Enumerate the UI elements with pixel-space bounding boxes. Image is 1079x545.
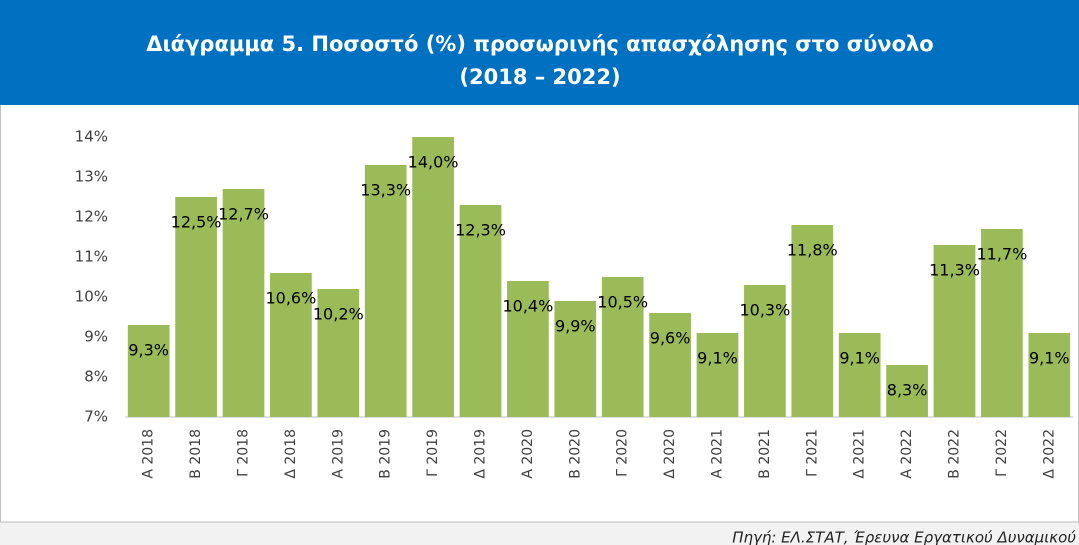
y-tick-label: 10% xyxy=(75,288,108,306)
data-label: 14,0% xyxy=(408,153,459,172)
bar xyxy=(696,333,739,417)
x-tick-label: Γ 2019 xyxy=(425,429,441,477)
data-label: 12,3% xyxy=(455,221,506,240)
y-tick-label: 7% xyxy=(84,408,108,426)
x-tick-label: Δ 2022 xyxy=(1041,429,1057,479)
x-tick-label: Γ 2018 xyxy=(236,429,252,477)
chart-title: Διάγραμμα 5. Ποσοστό (%) προσωρινής απασ… xyxy=(146,32,933,56)
chart-title: (2018 – 2022) xyxy=(459,65,620,89)
x-tick-label: Α 2020 xyxy=(520,429,536,479)
footer xyxy=(0,522,1079,545)
x-tick-label: Γ 2022 xyxy=(994,429,1010,477)
bar xyxy=(554,301,597,417)
data-label: 10,2% xyxy=(313,305,364,324)
data-label: 11,3% xyxy=(929,261,980,280)
x-tick-label: Δ 2021 xyxy=(852,429,868,479)
x-tick-label: Δ 2020 xyxy=(662,429,678,479)
data-label: 9,1% xyxy=(839,349,880,368)
data-label: 9,6% xyxy=(650,329,691,348)
bar xyxy=(459,205,502,417)
data-label: 10,6% xyxy=(265,289,316,308)
bar xyxy=(364,165,407,417)
bar xyxy=(507,281,549,417)
y-tick-label: 9% xyxy=(84,328,108,346)
y-tick-label: 13% xyxy=(75,168,108,186)
y-tick-label: 11% xyxy=(75,248,108,266)
data-label: 10,5% xyxy=(597,293,648,312)
data-label: 9,3% xyxy=(128,341,169,360)
y-tick-label: 14% xyxy=(75,128,108,146)
x-tick-label: Α 2022 xyxy=(899,429,915,479)
data-label: 10,4% xyxy=(502,297,553,316)
bar xyxy=(886,365,928,417)
data-label: 11,7% xyxy=(976,245,1027,264)
bar xyxy=(222,189,265,417)
bar xyxy=(601,277,644,417)
title-bar xyxy=(0,0,1079,105)
data-label: 8,3% xyxy=(887,381,928,400)
data-label: 12,7% xyxy=(218,205,269,224)
x-tick-label: Β 2019 xyxy=(378,429,394,479)
x-tick-label: Α 2019 xyxy=(330,429,346,479)
bar xyxy=(270,273,312,417)
x-tick-label: Γ 2021 xyxy=(804,429,820,477)
x-tick-label: Α 2021 xyxy=(710,429,726,479)
x-tick-label: Δ 2018 xyxy=(283,429,299,479)
bar xyxy=(1028,333,1071,417)
bar xyxy=(412,137,454,417)
x-tick-label: Γ 2020 xyxy=(615,429,631,477)
bar xyxy=(744,285,786,417)
data-label: 13,3% xyxy=(360,181,411,200)
x-tick-label: Β 2022 xyxy=(947,429,963,479)
y-tick-label: 8% xyxy=(84,368,108,386)
data-label: 10,3% xyxy=(739,301,790,320)
x-tick-label: Β 2020 xyxy=(567,429,583,479)
bar xyxy=(317,289,360,417)
bar xyxy=(127,325,170,417)
bar xyxy=(838,333,881,417)
bar xyxy=(175,197,217,417)
x-tick-label: Β 2021 xyxy=(757,429,773,479)
data-label: 9,9% xyxy=(555,317,596,336)
bar xyxy=(981,229,1023,417)
data-label: 9,1% xyxy=(697,349,738,368)
y-tick-label: 12% xyxy=(75,208,108,226)
bar xyxy=(791,225,834,417)
data-label: 9,1% xyxy=(1029,349,1070,368)
x-tick-label: Β 2018 xyxy=(188,429,204,479)
x-tick-label: Δ 2019 xyxy=(473,429,489,479)
data-label: 11,8% xyxy=(787,241,838,260)
source: Πηγή: ΕΛ.ΣΤΑΤ, Έρευνα Εργατικού Δυναμικο… xyxy=(732,529,1076,545)
bar xyxy=(933,245,976,417)
data-label: 12,5% xyxy=(171,213,222,232)
x-tick-label: Α 2018 xyxy=(141,429,157,479)
bar xyxy=(649,313,691,417)
